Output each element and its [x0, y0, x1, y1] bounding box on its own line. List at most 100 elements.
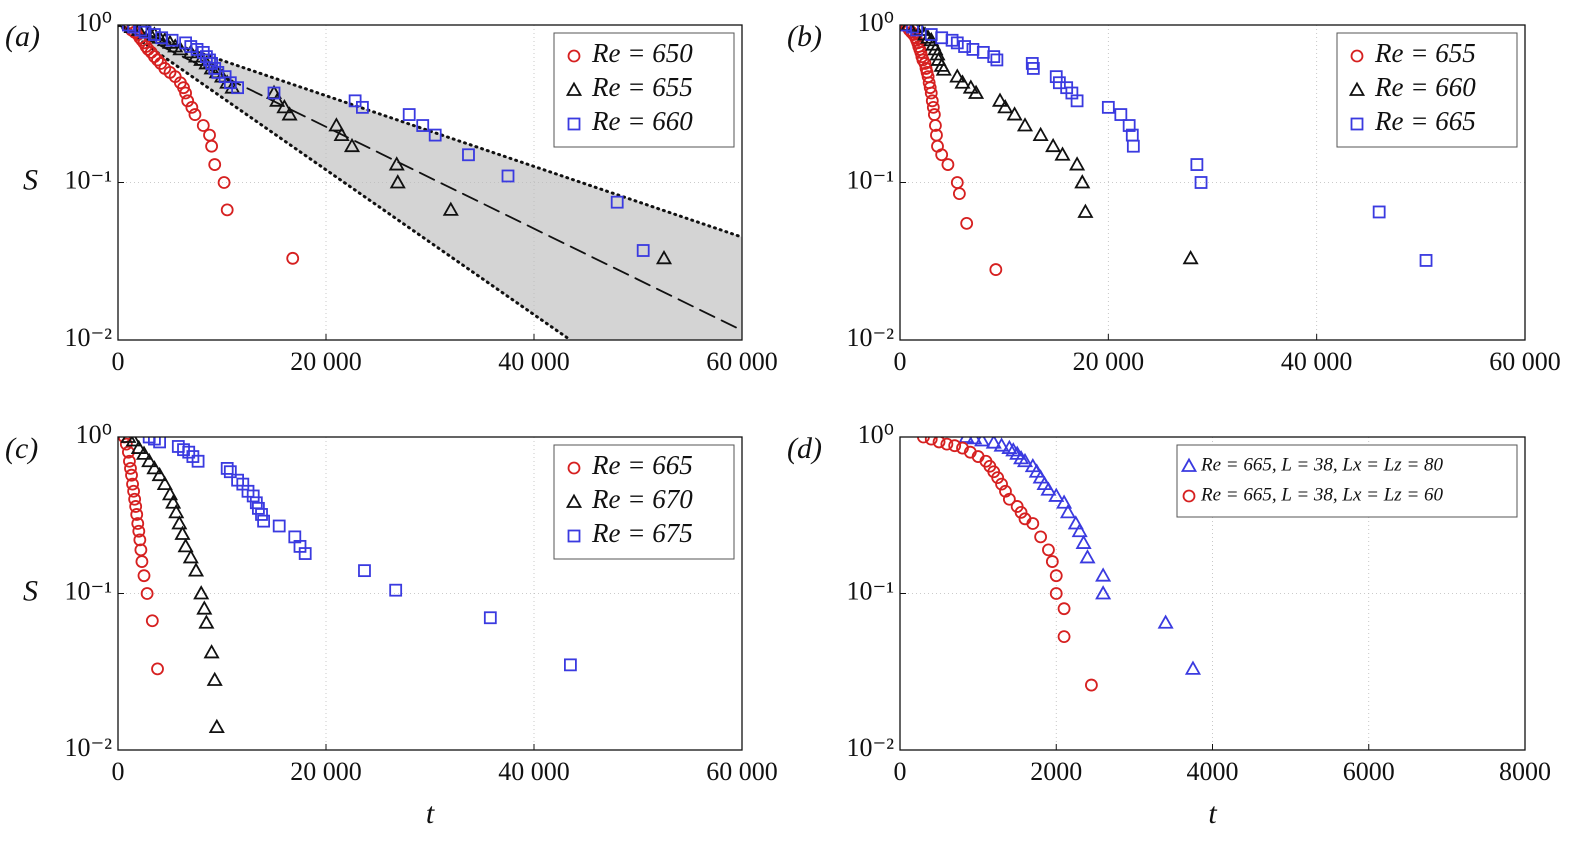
marker: [949, 68, 966, 83]
legend-label: Re = 665, L = 38, Lx = Lz = 80: [1200, 454, 1444, 475]
plot-area: [900, 437, 1525, 750]
marker: [950, 36, 964, 50]
marker: [208, 158, 222, 171]
legend-marker: [1350, 49, 1364, 63]
marker: [208, 62, 222, 75]
marker: [151, 53, 164, 67]
marker: [168, 504, 185, 519]
x-tick-label: 0: [112, 347, 125, 376]
y-tick-label: 10⁻²: [64, 733, 112, 762]
marker: [130, 508, 144, 521]
y-tick-label: 10⁰: [858, 8, 894, 37]
legend-marker: [567, 461, 581, 475]
marker: [147, 28, 161, 41]
marker: [910, 25, 924, 37]
marker: [1049, 569, 1063, 583]
y-axis-label: S: [23, 574, 38, 607]
marker: [343, 137, 361, 153]
x-tick-label: 20 000: [290, 757, 362, 786]
marker: [191, 454, 205, 468]
x-tick-label: 20 000: [290, 347, 362, 376]
marker: [1069, 156, 1086, 171]
marker: [124, 462, 137, 475]
marker: [442, 201, 459, 216]
x-tick-label: 40 000: [1281, 347, 1353, 376]
marker: [929, 119, 942, 132]
y-axis-label: S: [23, 163, 38, 196]
marker: [255, 508, 268, 521]
y-tick-label: 10⁰: [858, 420, 894, 449]
marker: [211, 66, 225, 79]
y-tick-label: 10⁻¹: [846, 165, 894, 194]
marker: [655, 250, 673, 265]
marker: [636, 244, 650, 257]
legend-marker: [565, 81, 583, 96]
marker: [1114, 108, 1128, 121]
marker: [950, 176, 964, 189]
marker: [1002, 492, 1016, 506]
marker: [246, 489, 260, 503]
marker: [1122, 119, 1136, 132]
marker: [1095, 585, 1112, 600]
marker: [1042, 543, 1055, 557]
marker: [987, 50, 1001, 64]
marker: [1057, 630, 1071, 644]
marker: [1057, 602, 1071, 616]
marker: [900, 25, 912, 32]
legend-box: [1336, 32, 1518, 148]
marker: [198, 614, 215, 629]
marker: [940, 437, 954, 451]
legend-label: Re = 655: [591, 72, 693, 102]
marker: [985, 437, 1002, 449]
marker: [132, 524, 146, 538]
y-tick-label: 10⁻¹: [846, 576, 894, 605]
marker: [1085, 678, 1098, 692]
marker: [358, 564, 371, 578]
plot-area: [118, 437, 742, 750]
marker: [165, 33, 179, 47]
marker: [355, 100, 369, 114]
y-tick-label: 10⁰: [76, 8, 112, 37]
marker: [267, 86, 281, 100]
marker: [1040, 481, 1057, 496]
marker: [960, 216, 974, 230]
marker: [182, 549, 199, 564]
marker: [932, 437, 946, 449]
fit-line: [118, 25, 572, 340]
marker: [272, 519, 286, 533]
marker: [610, 195, 624, 209]
marker: [196, 600, 213, 615]
marker: [126, 477, 139, 491]
marker: [967, 84, 985, 99]
marker: [206, 671, 223, 686]
marker: [924, 86, 938, 100]
marker: [388, 156, 405, 171]
plot-area: [900, 25, 1525, 340]
marker: [281, 106, 298, 121]
marker: [125, 468, 138, 482]
marker: [231, 81, 245, 95]
legend-marker: [567, 117, 581, 131]
marker: [954, 74, 971, 89]
x-tick-label: 6000: [1343, 757, 1395, 786]
marker: [1006, 106, 1023, 121]
legend-box: [553, 32, 735, 148]
marker: [1184, 660, 1202, 675]
legend-marker: [1182, 489, 1196, 503]
marker: [941, 158, 955, 171]
marker: [993, 437, 1010, 452]
marker: [966, 42, 980, 56]
legend-label: Re = 665: [591, 450, 693, 480]
x-tick-label: 2000: [1030, 757, 1082, 786]
marker: [182, 445, 196, 459]
marker: [1032, 469, 1049, 484]
marker: [141, 42, 155, 56]
legend-box: [1176, 444, 1518, 518]
marker: [1079, 549, 1096, 564]
marker: [935, 61, 952, 76]
marker: [1034, 530, 1048, 544]
y-tick-label: 10⁻¹: [64, 576, 112, 605]
x-tick-label: 8000: [1499, 757, 1551, 786]
marker: [1182, 250, 1199, 265]
marker: [416, 119, 430, 132]
